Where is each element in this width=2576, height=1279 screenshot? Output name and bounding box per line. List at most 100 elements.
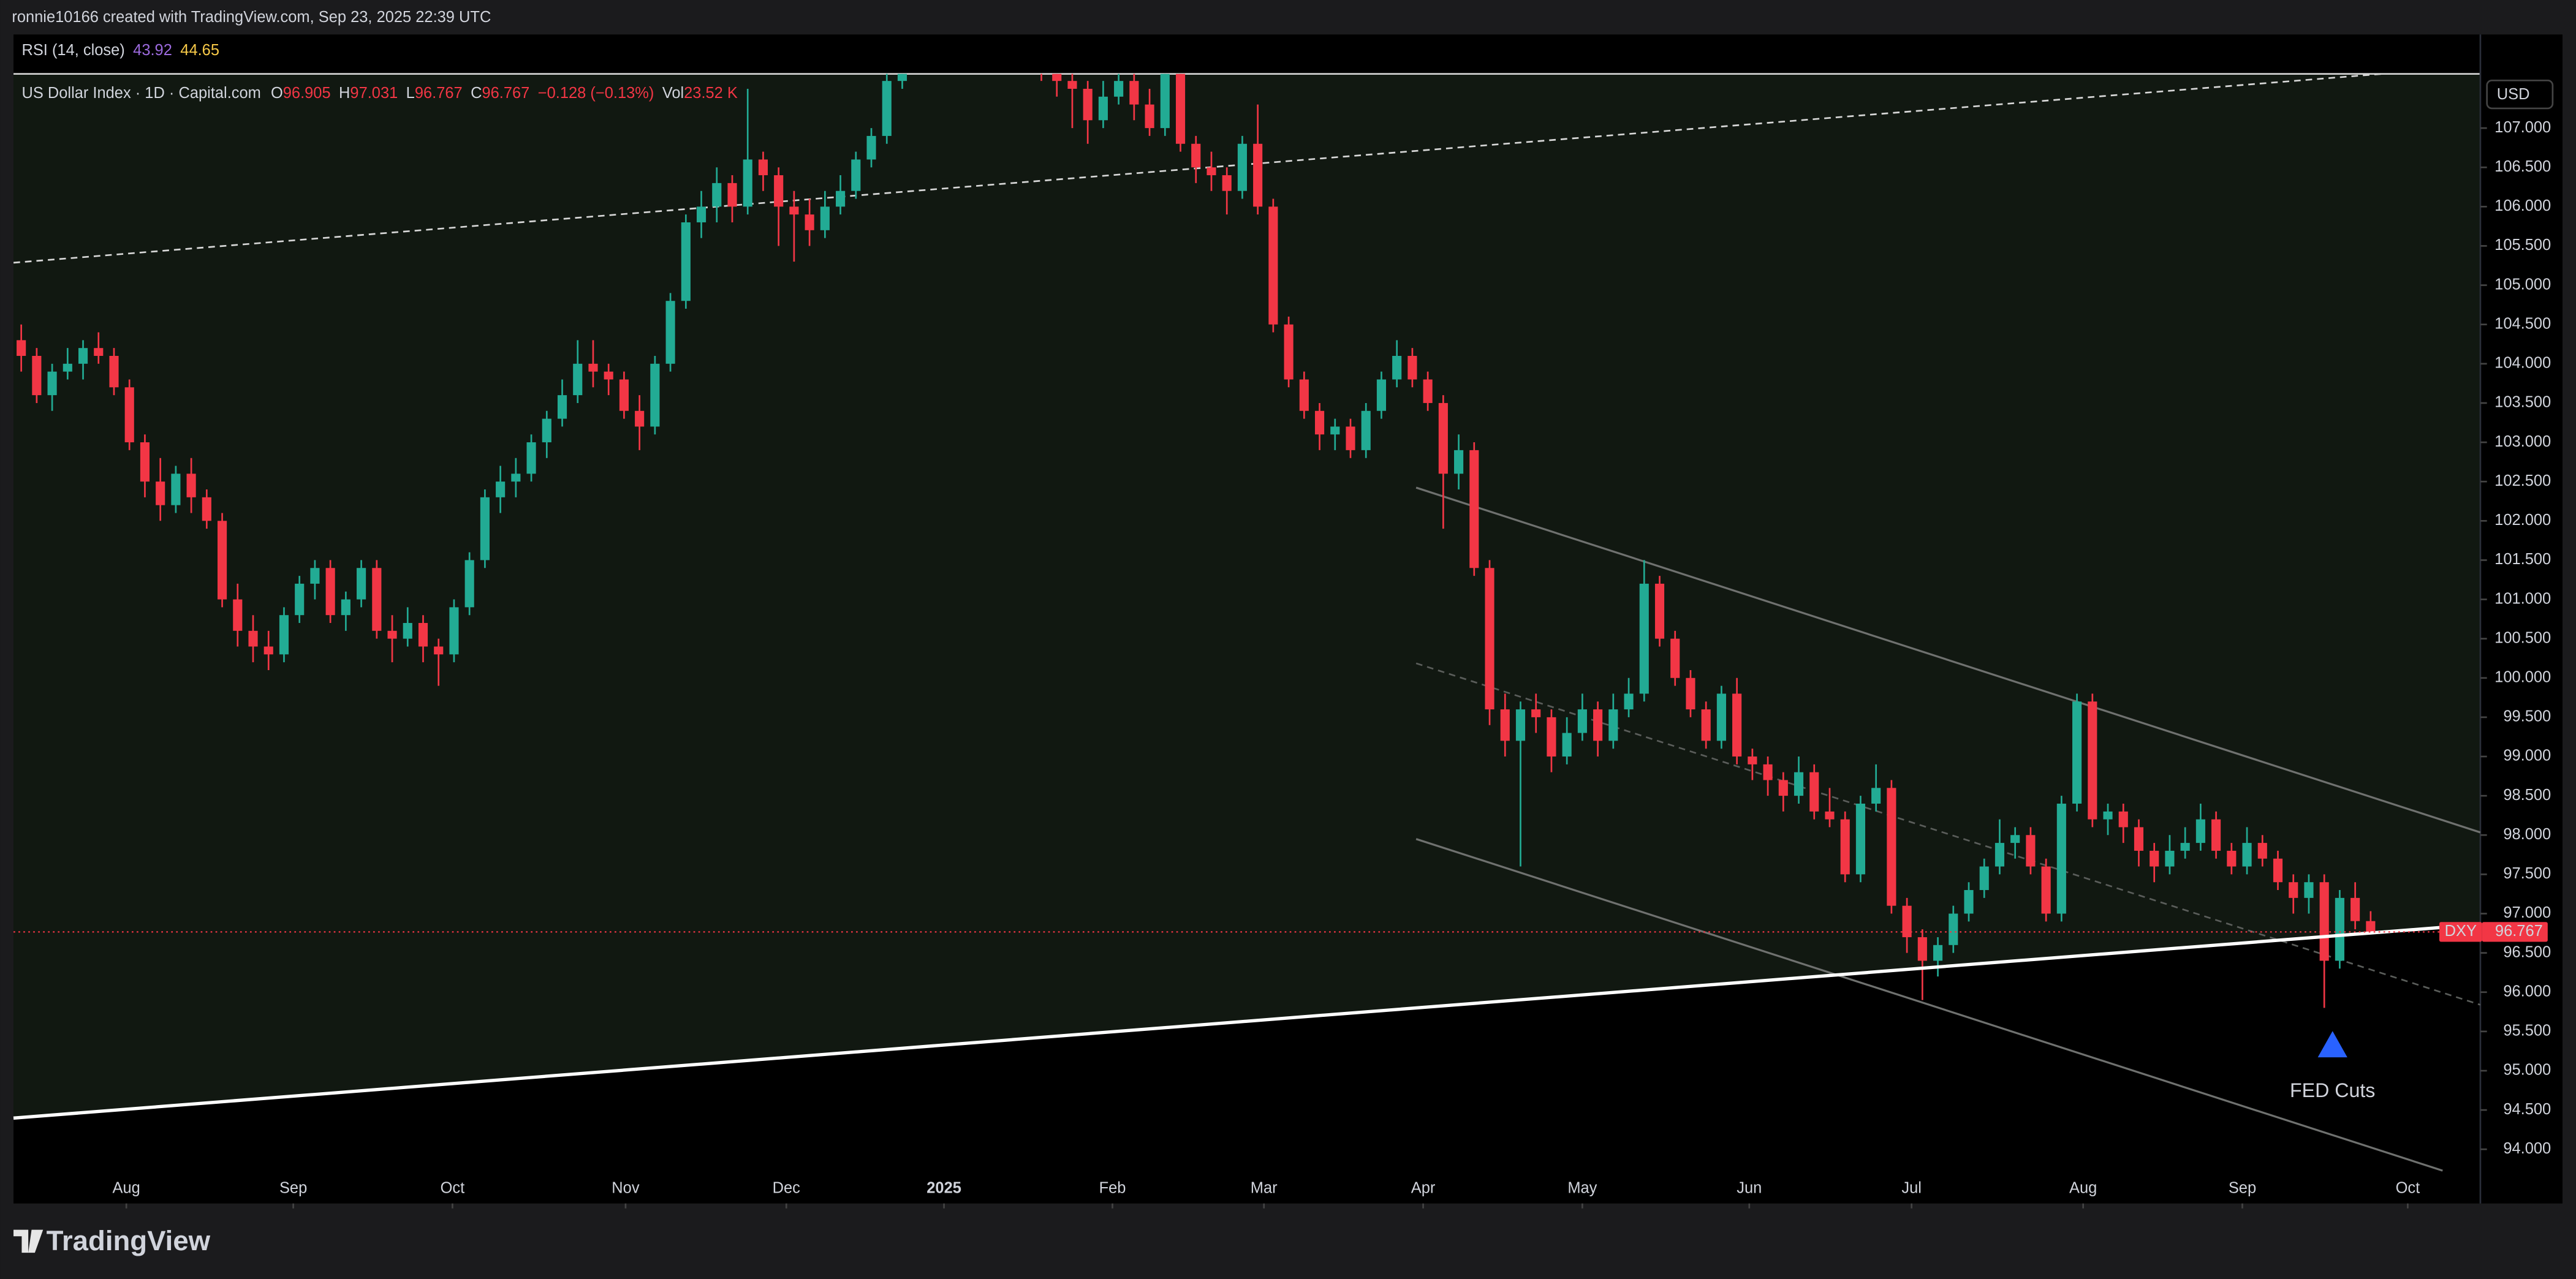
candle-body (341, 599, 350, 616)
candle-body (2289, 882, 2298, 898)
candle-body (171, 473, 181, 505)
candle-body (557, 395, 567, 419)
candle-body (696, 206, 707, 222)
y-tick-label: 97.000 (2503, 904, 2551, 921)
candle-body (1500, 709, 1510, 741)
candle-body (774, 175, 784, 207)
candle-body (2072, 701, 2082, 804)
candle-body (650, 363, 660, 427)
price-tag-box (2482, 922, 2548, 942)
x-tick-label: 2025 (926, 1179, 961, 1196)
candle-body (1299, 379, 1309, 411)
candle-body (1979, 866, 1989, 891)
candle-body (836, 191, 846, 207)
candle-body (727, 183, 737, 207)
candle-body (233, 599, 243, 631)
candle-body (1995, 843, 2005, 867)
candle-body (2026, 835, 2036, 867)
candle-body (604, 371, 613, 380)
candle-body (1716, 693, 1726, 741)
y-tick-label: 98.500 (2503, 787, 2551, 804)
candle-body (480, 497, 490, 560)
candle-body (1763, 764, 1773, 780)
candle-body (1701, 709, 1711, 741)
candle-body (109, 355, 119, 388)
candle-body (449, 607, 459, 655)
candle-body (357, 568, 366, 600)
candle-body (2118, 811, 2128, 828)
x-tick-label: Apr (1411, 1179, 1436, 1196)
candle-body (496, 481, 506, 497)
brand-logo (13, 1229, 44, 1253)
candle-body (310, 568, 320, 584)
x-tick-label: Aug (113, 1179, 140, 1196)
candle-body (1191, 143, 1201, 168)
rsi-value: 44.65 (180, 42, 219, 59)
y-tick-label: 106.500 (2495, 158, 2551, 175)
candle-body (573, 363, 583, 396)
candle-body (1608, 709, 1618, 741)
candle-body (1268, 206, 1278, 325)
candle-body (866, 135, 876, 160)
y-tick-label: 98.000 (2503, 826, 2551, 843)
candle-body (1748, 756, 1757, 764)
symbol-legend: US Dollar Index · 1D · Capital.com O96.90… (21, 84, 737, 101)
candle-body (63, 363, 72, 372)
y-tick-label: 103.500 (2495, 394, 2551, 411)
candle-body (2180, 843, 2190, 851)
x-tick-label: Nov (612, 1179, 640, 1196)
candle-body (263, 646, 273, 655)
candle-body (2257, 843, 2267, 859)
currency-box (2486, 79, 2554, 110)
candle-body (2103, 811, 2113, 820)
candle-body (820, 206, 830, 230)
y-tick-label: 107.000 (2495, 119, 2551, 136)
x-tick-label: Jun (1737, 1179, 1762, 1196)
candle-body (78, 348, 88, 364)
candle-body (124, 387, 134, 443)
candle-body (2211, 819, 2221, 851)
ohlc-value: 96.905 (283, 84, 331, 101)
candle-body (156, 481, 165, 505)
y-tick-label: 95.500 (2503, 1022, 2551, 1039)
candle-body (1346, 426, 1355, 450)
candle-body (2273, 858, 2283, 883)
x-tick-label: Sep (279, 1179, 307, 1196)
candle-body (882, 81, 892, 136)
candle-body (186, 473, 196, 497)
candle-body (789, 206, 799, 215)
candle-body (1933, 945, 1943, 961)
candle-body (1175, 74, 1186, 144)
candle-body (2195, 819, 2205, 843)
currency: USD (2497, 86, 2530, 103)
candle-body (511, 473, 521, 482)
candle-body (542, 418, 551, 443)
candle-body (1593, 709, 1603, 741)
y-tick-label: 96.500 (2503, 943, 2551, 960)
candle-body (17, 340, 26, 356)
rsi-name: RSI (14, close) (21, 42, 124, 59)
candle-body (1778, 780, 1788, 796)
candle-body (1624, 693, 1634, 710)
x-tick-label: Oct (441, 1179, 465, 1196)
brand: TradingView (47, 1225, 211, 1256)
y-tick-label: 99.000 (2503, 747, 2551, 764)
candle-body (665, 301, 675, 364)
y-tick-label: 99.500 (2503, 708, 2551, 725)
candle-body (1438, 402, 1448, 474)
candle-body (2165, 850, 2175, 867)
y-tick-label: 100.500 (2495, 629, 2551, 646)
x-tick-label: May (1567, 1179, 1597, 1196)
candle-body (1392, 355, 1402, 380)
candle-body (1407, 355, 1417, 380)
candle-body (758, 159, 768, 176)
candle-body (1732, 693, 1742, 757)
rsi-legend: RSI (14, close) 43.92 44.65 (21, 42, 219, 59)
candle-body (619, 379, 629, 411)
candle-body (1686, 677, 1695, 710)
x-tick-label: Mar (1251, 1179, 1278, 1196)
candle-body (805, 214, 814, 230)
y-tick-label: 104.500 (2495, 315, 2551, 332)
